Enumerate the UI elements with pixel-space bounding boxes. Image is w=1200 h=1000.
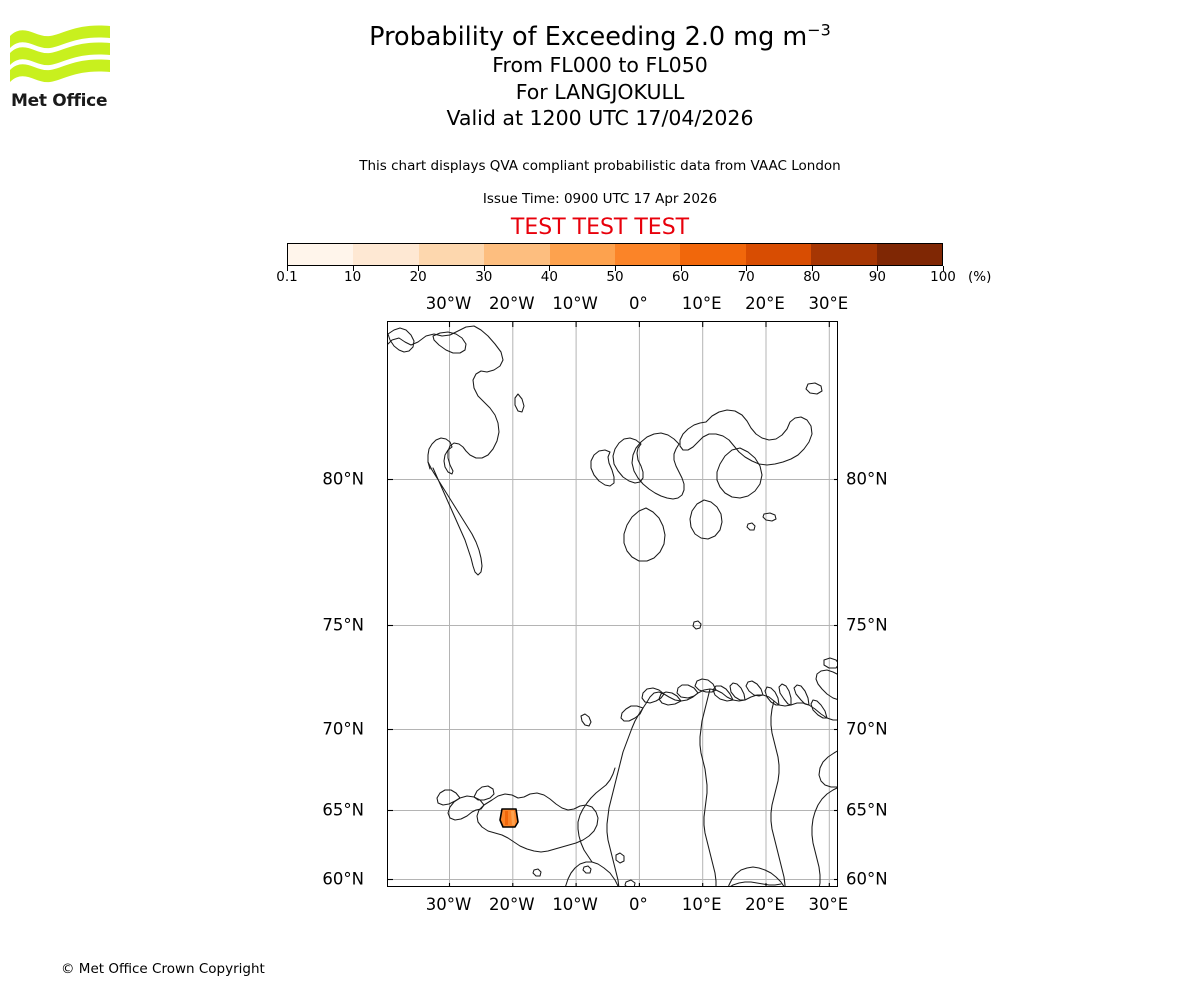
colorbar-tick-80 [811,266,813,271]
latitude-label-60N-right: 60°N [846,869,888,888]
page-title: Probability of Exceeding 2.0 mg m−3 [0,22,1200,52]
colorbar-tick-label-60: 60 [672,269,690,285]
colorbar-tick-20 [418,266,420,271]
title-volcano: For LANGJOKULL [515,79,685,104]
longitude-label-20W-bottom: 20°W [489,895,535,914]
colorbar-segment-4 [549,244,616,265]
colorbar-segment-5 [615,244,681,265]
map-axis-ticks [388,322,837,886]
latitude-label-75N-right: 75°N [846,615,888,634]
longitude-label-20E-bottom: 20°E [745,895,785,914]
longitude-label-0-bottom: 0° [629,895,648,914]
met-office-wave-icon [10,25,110,83]
qva-disclaimer: This chart displays QVA compliant probab… [359,158,841,174]
colorbar-gradient [287,243,943,266]
colorbar-tick-label-50: 50 [606,269,624,285]
colorbar-tick-60 [680,266,682,271]
longitude-label-10W-bottom: 10°W [552,895,598,914]
chart-title-block: Probability of Exceeding 2.0 mg m−3 From… [0,22,1200,132]
issue-time: Issue Time: 0900 UTC 17 Apr 2026 [482,191,718,207]
map-plot-area [387,321,838,887]
colorbar-segment-9 [876,244,943,265]
colorbar-tick-label-70: 70 [737,269,755,285]
colorbar-tick-70 [746,266,748,271]
colorbar-segment-7 [745,244,812,265]
longitude-label-10W-top: 10°W [552,294,598,313]
latitude-label-70N-right: 70°N [846,719,888,738]
colorbar-segment-2 [418,244,485,265]
map-canvas [388,322,837,886]
longitude-label-0-top: 0° [629,294,648,313]
longitude-label-10E-top: 10°E [681,294,722,313]
met-office-logo: Met Office [10,24,120,114]
longitude-label-30E-bottom: 30°E [808,895,849,914]
longitude-label-30W-top: 30°W [425,294,472,313]
colorbar-tick-label-30: 30 [475,269,493,285]
ash-probability-contour [499,808,519,828]
map-coastlines [388,325,837,886]
latitude-label-80N-right: 80°N [846,469,888,488]
longitude-label-30W-bottom: 30°W [425,895,472,914]
colorbar-segment-6 [680,244,746,265]
longitude-label-20E-top: 20°E [745,294,785,313]
title-valid-time: Valid at 1200 UTC 17/04/2026 [446,106,754,130]
longitude-label-20W-top: 20°W [489,294,535,313]
chart-meta-block: This chart displays QVA compliant probab… [0,155,1200,241]
colorbar-tick-label-10: 10 [344,269,362,285]
map-gridlines [388,322,837,886]
copyright-notice: © Met Office Crown Copyright [61,961,265,977]
colorbar-tick-0.1 [287,266,288,271]
colorbar-tick-90 [877,266,879,271]
colorbar-tick-10 [352,266,354,271]
latitude-label-80N-left: 80°N [322,469,364,488]
colorbar-tick-50 [615,266,616,271]
colorbar-tick-label-0.1: 0.1 [276,269,298,285]
colorbar-units-label: (%) [968,269,992,285]
colorbar-tick-label-80: 80 [803,269,821,285]
title-exponent: −3 [807,20,831,40]
colorbar-segment-0 [288,244,354,265]
probability-colorbar [287,243,943,266]
colorbar-tick-30 [483,266,485,271]
title-flight-levels: From FL000 to FL050 [492,53,708,77]
latitude-label-75N-left: 75°N [322,615,364,634]
colorbar-tick-label-20: 20 [409,269,427,285]
colorbar-tick-100 [943,266,944,271]
longitude-label-30E-top: 30°E [808,294,849,313]
colorbar-segment-8 [811,244,877,265]
latitude-label-65N-left: 65°N [322,800,364,819]
latitude-label-60N-left: 60°N [322,869,364,888]
colorbar-tick-label-90: 90 [868,269,886,285]
colorbar-tick-label-100: 100 [930,269,956,285]
latitude-label-70N-left: 70°N [322,719,364,738]
test-banner: TEST TEST TEST [510,215,690,240]
title-main-text: Probability of Exceeding 2.0 mg m [369,22,808,52]
longitude-label-10E-bottom: 10°E [681,895,722,914]
met-office-logo-text: Met Office [11,91,108,111]
colorbar-segment-3 [484,244,550,265]
latitude-label-65N-right: 65°N [846,800,888,819]
colorbar-tick-40 [549,266,551,271]
colorbar-segment-1 [353,244,419,265]
colorbar-tick-label-40: 40 [540,269,558,285]
